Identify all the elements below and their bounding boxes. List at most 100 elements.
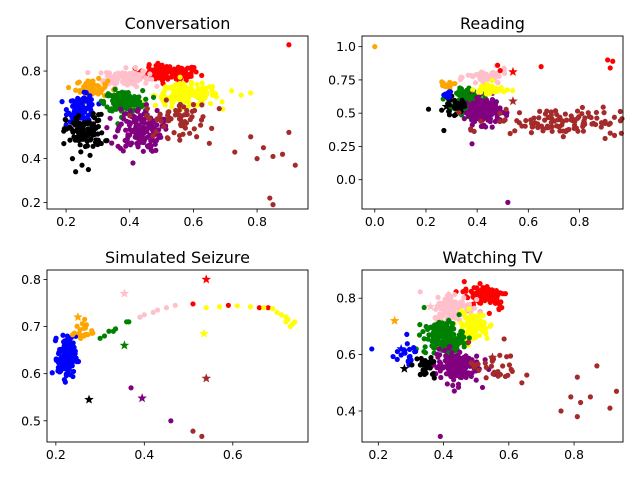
- data-point: [75, 108, 81, 114]
- data-point: [497, 68, 503, 74]
- data-point: [111, 101, 117, 107]
- data-point: [216, 106, 222, 112]
- data-point: [446, 317, 452, 323]
- data-point: [470, 87, 476, 93]
- data-point: [190, 102, 197, 108]
- data-point: [154, 107, 160, 114]
- centroid-star: [477, 70, 488, 80]
- data-point: [207, 100, 214, 107]
- data-point: [492, 300, 499, 306]
- y-tick-label: 0.4: [336, 403, 356, 418]
- centroid-star: [399, 363, 410, 373]
- data-point: [153, 147, 159, 153]
- data-point: [471, 315, 477, 321]
- data-point: [101, 333, 108, 339]
- data-point: [494, 294, 500, 300]
- data-point: [254, 156, 260, 162]
- data-point: [67, 372, 73, 378]
- x-tick-label: 0.4: [120, 214, 140, 229]
- data-point: [442, 330, 449, 336]
- y-tick-label: 0.5: [21, 413, 41, 428]
- data-point: [67, 137, 73, 143]
- data-point: [431, 375, 437, 381]
- x-tick-label: 0.0: [365, 214, 385, 229]
- data-point: [74, 116, 80, 122]
- data-point: [125, 99, 131, 105]
- data-point: [289, 321, 296, 327]
- data-point: [501, 70, 508, 76]
- data-point: [445, 357, 451, 363]
- data-point: [96, 75, 102, 81]
- data-point: [68, 126, 74, 132]
- data-point: [476, 367, 482, 373]
- data-point: [587, 394, 593, 400]
- data-point: [594, 363, 600, 369]
- data-point: [477, 280, 483, 287]
- data-point: [409, 362, 415, 368]
- y-tick-label: 0.25: [328, 139, 356, 154]
- data-point: [132, 78, 139, 84]
- data-point: [446, 297, 452, 303]
- x-tick-label: 0.4: [134, 447, 154, 462]
- data-point: [209, 125, 215, 131]
- data-point: [127, 108, 133, 114]
- centroid-star: [464, 318, 475, 328]
- data-point: [494, 79, 500, 85]
- data-point: [160, 90, 166, 96]
- data-point: [581, 118, 587, 124]
- data-point: [174, 111, 180, 118]
- data-point: [479, 323, 485, 329]
- data-point: [152, 102, 159, 108]
- data-point: [484, 91, 490, 97]
- data-point: [498, 84, 504, 91]
- data-point: [428, 355, 434, 361]
- data-point: [89, 330, 95, 336]
- data-point: [57, 358, 64, 364]
- data-point: [580, 123, 586, 130]
- data-point: [471, 364, 477, 370]
- data-point: [163, 97, 169, 103]
- data-point: [478, 99, 484, 105]
- data-point: [186, 74, 192, 80]
- data-point: [372, 44, 378, 50]
- data-point: [123, 127, 129, 133]
- data-point: [479, 384, 486, 391]
- data-point: [451, 306, 457, 312]
- axes-frame: [46, 35, 309, 210]
- data-point: [406, 346, 413, 352]
- data-point: [438, 306, 444, 312]
- data-point: [510, 87, 516, 94]
- data-point: [53, 335, 59, 341]
- data-point: [199, 80, 205, 86]
- data-point: [53, 356, 59, 362]
- subplot-conversation: Conversation 0.2 0.4 0.6 0.8 0.2 0.4 0.6 0.8: [21, 14, 309, 229]
- data-point: [77, 142, 83, 148]
- x-tick-label: 0.4: [467, 214, 487, 229]
- data-point: [135, 100, 142, 107]
- data-point: [502, 373, 509, 380]
- data-point: [202, 94, 208, 100]
- data-point: [156, 69, 162, 75]
- data-point: [112, 93, 118, 100]
- data-point: [154, 116, 160, 123]
- data-point: [189, 67, 195, 73]
- data-point: [171, 89, 178, 95]
- y-tick-label: 0.0: [336, 172, 356, 187]
- data-point: [441, 311, 447, 317]
- data-point: [66, 110, 72, 116]
- data-point: [128, 74, 135, 80]
- data-point: [61, 140, 67, 147]
- data-point: [115, 128, 121, 134]
- subplot-title: Reading: [460, 14, 525, 33]
- data-point: [478, 118, 484, 124]
- data-point: [483, 286, 489, 292]
- data-point: [146, 125, 152, 131]
- data-points: [59, 42, 298, 208]
- data-point: [141, 312, 147, 318]
- data-point: [417, 372, 423, 378]
- data-point: [471, 128, 477, 134]
- data-point: [495, 373, 501, 379]
- data-point: [435, 294, 441, 300]
- data-point: [430, 341, 436, 347]
